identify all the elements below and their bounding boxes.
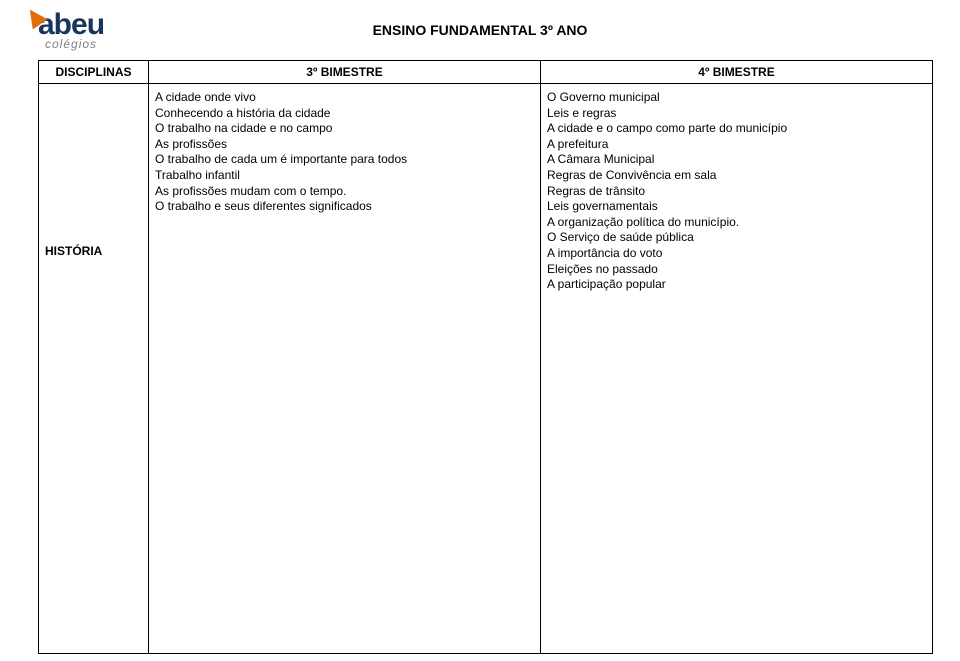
content-line: Regras de Convivência em sala — [547, 168, 926, 184]
content-line: A prefeitura — [547, 137, 926, 153]
content-line: A Câmara Municipal — [547, 152, 926, 168]
content-line: O trabalho e seus diferentes significado… — [155, 199, 534, 215]
content-line: A importância do voto — [547, 246, 926, 262]
header-disciplinas: DISCIPLINAS — [39, 61, 149, 84]
content-line: Leis governamentais — [547, 199, 926, 215]
content-line: O trabalho na cidade e no campo — [155, 121, 534, 137]
row-label-historia: HISTÓRIA — [39, 84, 149, 654]
cell-4-bimestre: O Governo municipalLeis e regrasA cidade… — [541, 84, 933, 654]
content-line: O trabalho de cada um é importante para … — [155, 152, 534, 168]
content-line: Regras de trânsito — [547, 184, 926, 200]
content-line: A participação popular — [547, 277, 926, 293]
content-line: O Governo municipal — [547, 90, 926, 106]
page-title: ENSINO FUNDAMENTAL 3º ANO — [0, 22, 960, 38]
content-line: O Serviço de saúde pública — [547, 230, 926, 246]
content-line: Trabalho infantil — [155, 168, 534, 184]
content-line: A cidade e o campo como parte do municíp… — [547, 121, 926, 137]
cell-3-bimestre: A cidade onde vivoConhecendo a história … — [149, 84, 541, 654]
content-line: A organização política do município. — [547, 215, 926, 231]
logo-subtext: colégios — [45, 37, 97, 51]
content-line: A cidade onde vivo — [155, 90, 534, 106]
header-4-bimestre: 4º BIMESTRE — [541, 61, 933, 84]
content-line: As profissões — [155, 137, 534, 153]
curriculum-table-wrap: DISCIPLINAS 3º BIMESTRE 4º BIMESTRE HIST… — [38, 60, 930, 654]
content-line: Eleições no passado — [547, 262, 926, 278]
table-row: HISTÓRIA A cidade onde vivoConhecendo a … — [39, 84, 933, 654]
content-line: Conhecendo a história da cidade — [155, 106, 534, 122]
header-3-bimestre: 3º BIMESTRE — [149, 61, 541, 84]
content-line: As profissões mudam com o tempo. — [155, 184, 534, 200]
table-header-row: DISCIPLINAS 3º BIMESTRE 4º BIMESTRE — [39, 61, 933, 84]
curriculum-table: DISCIPLINAS 3º BIMESTRE 4º BIMESTRE HIST… — [38, 60, 933, 654]
content-line: Leis e regras — [547, 106, 926, 122]
